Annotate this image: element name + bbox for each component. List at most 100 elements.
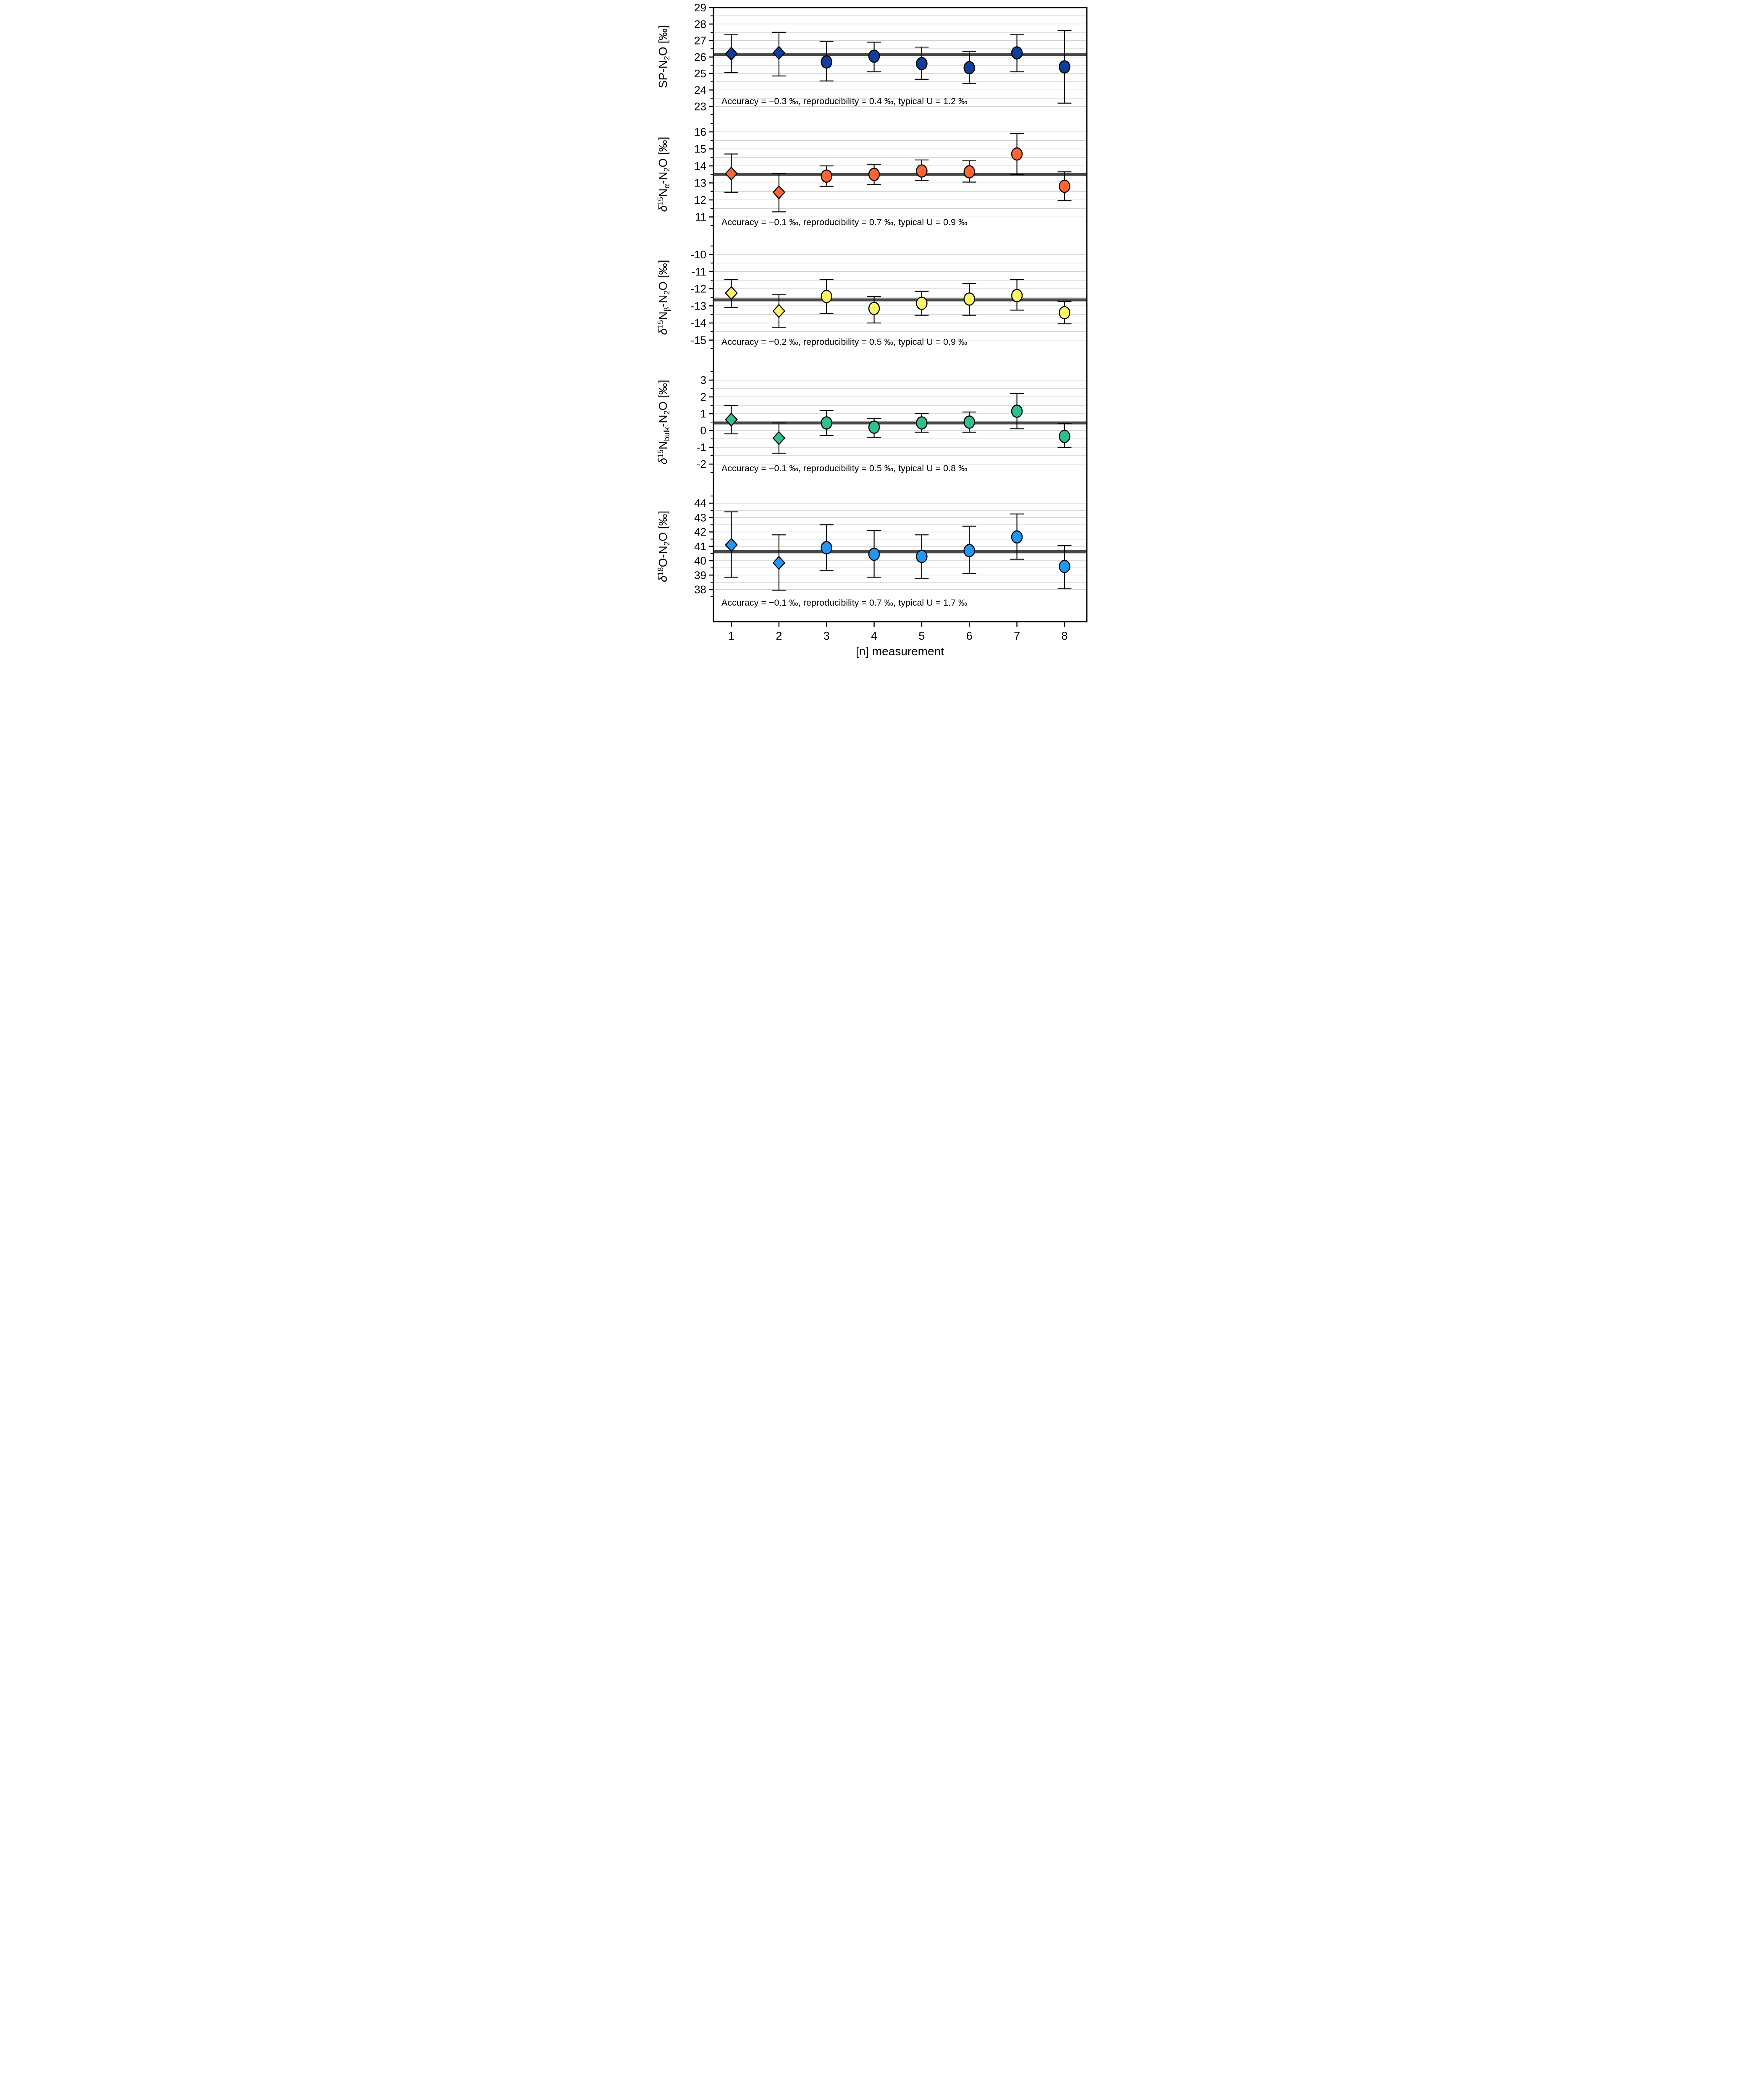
diamond-marker (772, 185, 785, 200)
xtick-label-3: 3 (823, 630, 829, 642)
circle-marker (1011, 289, 1023, 302)
diamond-marker (772, 304, 785, 318)
diamond-marker (772, 431, 785, 445)
panel-4-point-6 (962, 411, 976, 433)
panel-5-point-2 (771, 534, 786, 591)
panel-1-ytick-label: 26 (694, 51, 706, 63)
panel-5-ytick-label: 44 (694, 497, 706, 509)
panel-1-point-4 (867, 42, 881, 73)
panel-2-point-6 (962, 160, 976, 183)
panel-1-point-7 (1010, 34, 1024, 73)
panel-5-point-6 (962, 525, 976, 574)
panel-1-point-2 (771, 32, 786, 76)
panel-2-ytick-label: 14 (694, 160, 706, 172)
panel-4-ytick-label: -1 (696, 441, 706, 454)
panel-3-ytick-label: -11 (691, 265, 706, 278)
xtick-label-6: 6 (966, 630, 972, 642)
panel-3-ytick-label: -14 (690, 317, 706, 329)
panel-1-ylabel: SP-N2O [‰] (656, 25, 671, 88)
panel-1-gridlines (713, 15, 1087, 107)
circle-marker (963, 292, 975, 306)
panel-4-ytick-label: -2 (696, 458, 706, 470)
panel-2-annotation: Accuracy = −0.1 ‰, reproducibility = 0.7… (721, 217, 968, 227)
circle-marker (820, 541, 832, 554)
xtick-label-2: 2 (776, 630, 782, 642)
diamond-marker (724, 47, 738, 61)
panel-5-point-1 (724, 511, 738, 578)
panel-5-ytick-label: 39 (694, 569, 706, 581)
panel-4-ytick-label: 2 (700, 391, 706, 403)
panel-1-ytick-label: 28 (694, 18, 706, 30)
circle-marker (820, 416, 832, 430)
panel-2-point-3 (819, 165, 834, 187)
x-axis-label: [n] measurement (855, 645, 944, 658)
panel-4-ytick-label: 3 (700, 374, 706, 386)
panel-5-ylabel: δ18O-N2O [‰] (656, 511, 671, 582)
panel-2-point-4 (867, 163, 881, 185)
circle-marker (1058, 179, 1070, 193)
panel-2: 16 15 14 13 12 11 Accuracy = −0.1 ‰, reproduci… (656, 123, 1087, 227)
circle-marker (868, 547, 880, 561)
panel-3-ytick-label: -12 (690, 283, 706, 295)
xtick-label-7: 7 (1014, 630, 1020, 642)
panel-1-point-8 (1057, 30, 1071, 104)
panel-1-ytick-label: 25 (694, 67, 706, 80)
circle-marker (1011, 404, 1023, 418)
panel-4-point-5 (914, 413, 928, 433)
xtick-label-4: 4 (871, 630, 877, 642)
panel-3-ytick-label: -15 (690, 334, 706, 346)
circle-marker (868, 50, 880, 63)
panel-1: 29 28 27 26 25 24 23 Accuracy = −0.3 ‰, reprodu… (656, 1, 1087, 116)
circle-marker (868, 420, 880, 434)
diamond-marker (772, 556, 785, 570)
circle-marker (820, 169, 832, 183)
panel-1-point-3 (819, 41, 834, 81)
panel-4-point-2 (771, 422, 786, 454)
panel-2-ytick-label: 13 (694, 177, 706, 189)
panel-3-point-6 (962, 283, 976, 316)
panel-1-point-5 (914, 47, 928, 80)
panel-3-ytick-label: -10 (690, 248, 706, 261)
xtick-label-1: 1 (728, 630, 734, 642)
circle-marker (1058, 306, 1070, 320)
panel-3: -10 -11 -12 -13 -14 -15 Accuracy = −0.2 ‰, rep… (656, 245, 1087, 349)
panel-5-point-8 (1057, 545, 1071, 589)
panel-3-point-8 (1057, 301, 1071, 325)
panel-5-ytick-label: 40 (694, 554, 706, 567)
panel-5-ytick-label: 41 (694, 540, 706, 553)
panel-2-ytick-label: 15 (694, 143, 706, 155)
panel-4-point-3 (819, 410, 834, 436)
circle-marker (1011, 530, 1023, 544)
circle-marker (963, 165, 975, 178)
panel-2-ytick-label: 16 (694, 126, 706, 138)
panel-1-ytick-label: 23 (694, 100, 706, 113)
panel-3-point-4 (867, 296, 881, 324)
circle-marker (915, 416, 928, 430)
diamond-marker (724, 412, 738, 427)
panel-4-point-8 (1057, 423, 1071, 448)
panel-4-point-1 (724, 404, 738, 435)
circle-marker (868, 302, 880, 315)
panel-1-point-6 (962, 50, 976, 84)
diamond-marker (724, 166, 738, 181)
panel-5-point-5 (914, 534, 928, 579)
panel-2-ytick-label: 12 (694, 194, 706, 206)
panel-5-ytick-label: 42 (694, 526, 706, 538)
panel-3-ytick-label: -13 (690, 299, 706, 312)
panel-3-annotation: Accuracy = −0.2 ‰, reproducibility = 0.5… (721, 337, 968, 347)
panel-5-gridlines (713, 503, 1087, 590)
panel-5-point-3 (819, 524, 834, 572)
panel-5-point-4 (867, 530, 881, 578)
circle-marker (820, 55, 832, 69)
xtick-label-5: 5 (918, 630, 925, 642)
panel-3-gridlines (713, 254, 1087, 341)
circle-marker (1011, 147, 1023, 161)
panel-1-annotation: Accuracy = −0.3 ‰, reproducibility = 0.4… (721, 96, 968, 106)
panel-3-point-5 (914, 291, 928, 316)
xtick-label-8: 8 (1061, 630, 1067, 642)
panel-2-point-2 (771, 173, 786, 213)
panel-4: 3 2 1 0 -1 -2 Accuracy = −0.1 ‰, reproducibili… (656, 371, 1087, 473)
panel-1-point-1 (724, 34, 738, 74)
panel-4-ytick-label: 1 (700, 407, 706, 420)
